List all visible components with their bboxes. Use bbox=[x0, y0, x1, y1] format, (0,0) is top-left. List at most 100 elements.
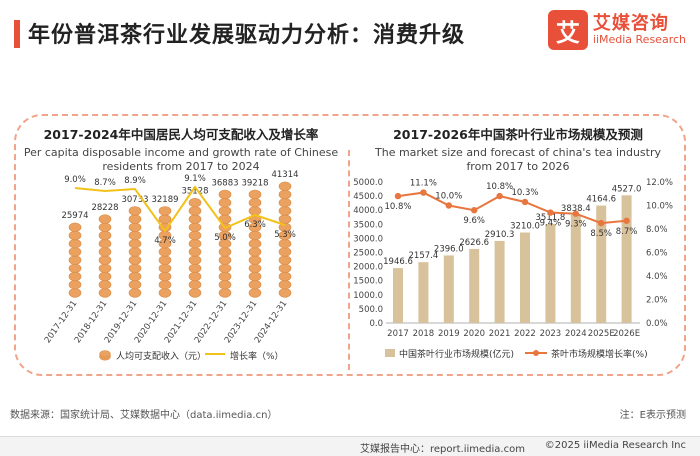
growth-rate-line bbox=[74, 185, 286, 233]
market-size-bar bbox=[443, 255, 454, 323]
income-bar bbox=[158, 206, 172, 298]
y-left-tick-label: 4000.0 bbox=[353, 206, 383, 216]
logo-name-cn: 艾媒咨询 bbox=[592, 13, 669, 35]
y-right-tick-label: 2.0% bbox=[646, 296, 668, 306]
income-data-label: 28228 bbox=[91, 203, 118, 213]
income-chart: 2017-2024年中国居民人均可支配收入及增长率 Per capita disp… bbox=[24, 127, 339, 362]
income-data-label: 41314 bbox=[271, 170, 298, 180]
growth-rate-label: 5.0% bbox=[214, 233, 236, 243]
income-coin bbox=[218, 189, 232, 200]
y-left-tick-label: 2500.0 bbox=[353, 249, 383, 259]
growth-rate-label: 6.3% bbox=[244, 220, 266, 230]
y-right-tick-label: 8.0% bbox=[646, 225, 668, 235]
market-size-bar bbox=[596, 205, 607, 323]
legend-growth-point-icon bbox=[533, 350, 539, 356]
y-right-tick-label: 12.0% bbox=[646, 178, 673, 188]
y-right-tick-label: 6.0% bbox=[646, 249, 668, 259]
legend-growth-label: 茶叶市场规模增长率(%) bbox=[551, 348, 648, 360]
growth-rate-label: 10.8% bbox=[486, 182, 513, 192]
data-source: 数据来源：国家统计局、艾媒数据中心（data.iimedia.cn） bbox=[10, 410, 278, 421]
growth-rate-label: 9.1% bbox=[184, 174, 206, 184]
market-size-bar bbox=[469, 248, 480, 323]
x-tick-label: 2023 bbox=[540, 329, 562, 339]
y-right-tick-label: 10.0% bbox=[646, 202, 673, 212]
income-bar bbox=[188, 198, 202, 298]
page-title: 年份普洱茶行业发展驱动力分析：消费升级 bbox=[28, 23, 466, 48]
growth-rate-point bbox=[598, 219, 605, 227]
market-size-label: 4527.0 bbox=[612, 184, 642, 194]
report-center-link[interactable]: 艾媒报告中心：report.iimedia.com bbox=[360, 444, 525, 455]
growth-rate-label: 8.9% bbox=[124, 176, 146, 186]
x-tick-label: 2019 bbox=[438, 329, 460, 339]
income-bar bbox=[218, 189, 232, 298]
market-size-label: 1946.6 bbox=[383, 257, 413, 267]
y-left-tick-label: 3500.0 bbox=[353, 220, 383, 230]
income-bar bbox=[128, 206, 142, 298]
growth-rate-label: 11.1% bbox=[410, 179, 437, 189]
market-size-label: 2626.6 bbox=[459, 238, 489, 248]
income-coin bbox=[278, 181, 292, 192]
y-left-tick-label: 3000.0 bbox=[353, 234, 383, 244]
x-tick-label: 2026E bbox=[613, 329, 640, 339]
market-size-label: 4164.6 bbox=[586, 195, 616, 205]
growth-rate-label: 9.0% bbox=[64, 175, 86, 185]
title-accent-bar bbox=[14, 20, 20, 48]
legend-income-label: 人均可支配收入（元） bbox=[116, 350, 206, 362]
x-tick-label: 2024 bbox=[565, 329, 587, 339]
income-coin bbox=[128, 206, 142, 216]
income-coin bbox=[158, 206, 172, 216]
chart-title: 2017-2024年中国居民人均可支配收入及增长率 bbox=[44, 127, 319, 142]
chart-subtitle-line-2: residents from 2017 to 2024 bbox=[102, 160, 259, 173]
income-data-label: 36883 bbox=[211, 178, 238, 188]
growth-rate-point bbox=[496, 192, 503, 200]
legend-coin-icon bbox=[99, 350, 111, 358]
x-tick-label: 2017 bbox=[387, 329, 409, 339]
charts-frame bbox=[14, 114, 686, 376]
growth-rate-label: 9.6% bbox=[463, 216, 485, 226]
growth-rate-label: 10.3% bbox=[511, 188, 538, 198]
chart-subtitle-line-2: from 2017 to 2026 bbox=[466, 160, 569, 173]
market-size-label: 2157.4 bbox=[409, 251, 439, 261]
growth-rate-label: 5.3% bbox=[274, 230, 296, 240]
y-left-tick-label: 500.0 bbox=[359, 305, 383, 315]
income-data-label: 30733 bbox=[121, 195, 148, 205]
income-data-label: 39218 bbox=[241, 178, 268, 188]
charts-divider bbox=[348, 150, 350, 370]
copyright: ©2025 iiMedia Research Inc bbox=[544, 440, 686, 451]
growth-rate-point bbox=[521, 198, 529, 206]
y-right-tick-label: 4.0% bbox=[646, 272, 668, 282]
market-size-label: 2396.0 bbox=[434, 244, 464, 254]
market-size-bar bbox=[545, 223, 556, 323]
growth-rate-point bbox=[572, 210, 579, 217]
market-size-bar bbox=[418, 262, 429, 323]
income-bar bbox=[278, 181, 292, 298]
y-left-tick-label: 1500.0 bbox=[353, 277, 383, 287]
income-coin bbox=[98, 214, 112, 224]
market-size-label: 3210.0 bbox=[510, 221, 540, 231]
x-tick-label: 2025E bbox=[588, 329, 615, 339]
market-size-bar bbox=[520, 232, 530, 323]
market-size-bar bbox=[494, 240, 505, 323]
market-size-label: 2910.3 bbox=[485, 230, 515, 240]
legend-bar-icon bbox=[385, 349, 395, 357]
x-tick-label: 2021 bbox=[489, 329, 511, 339]
market-size-bar bbox=[570, 214, 581, 323]
income-bar bbox=[68, 222, 82, 298]
logo-mark-icon: 艾 bbox=[547, 10, 588, 50]
growth-rate-label: 8.7% bbox=[616, 227, 638, 237]
income-bar bbox=[98, 214, 112, 298]
growth-rate-point bbox=[547, 209, 554, 216]
growth-rate-label: 9.3% bbox=[565, 220, 587, 230]
income-data-label: 35128 bbox=[181, 187, 208, 197]
brand-logo: 艾 艾媒咨询 iiMedia Research bbox=[547, 10, 686, 50]
market-size-bar bbox=[393, 268, 403, 323]
income-coin bbox=[248, 189, 262, 200]
forecast-note: 注：E表示预测 bbox=[619, 410, 686, 421]
x-tick-label: 2018 bbox=[413, 329, 435, 339]
growth-rate-label: 9.4% bbox=[540, 219, 562, 229]
footer-bar: 艾媒报告中心：report.iimedia.com ©2025 iiMedia … bbox=[0, 436, 700, 456]
logo-name-en: iiMedia Research bbox=[592, 32, 686, 46]
y-left-tick-label: 2000.0 bbox=[353, 263, 383, 273]
y-left-tick-label: 4500.0 bbox=[353, 192, 383, 202]
income-coin bbox=[188, 198, 202, 208]
